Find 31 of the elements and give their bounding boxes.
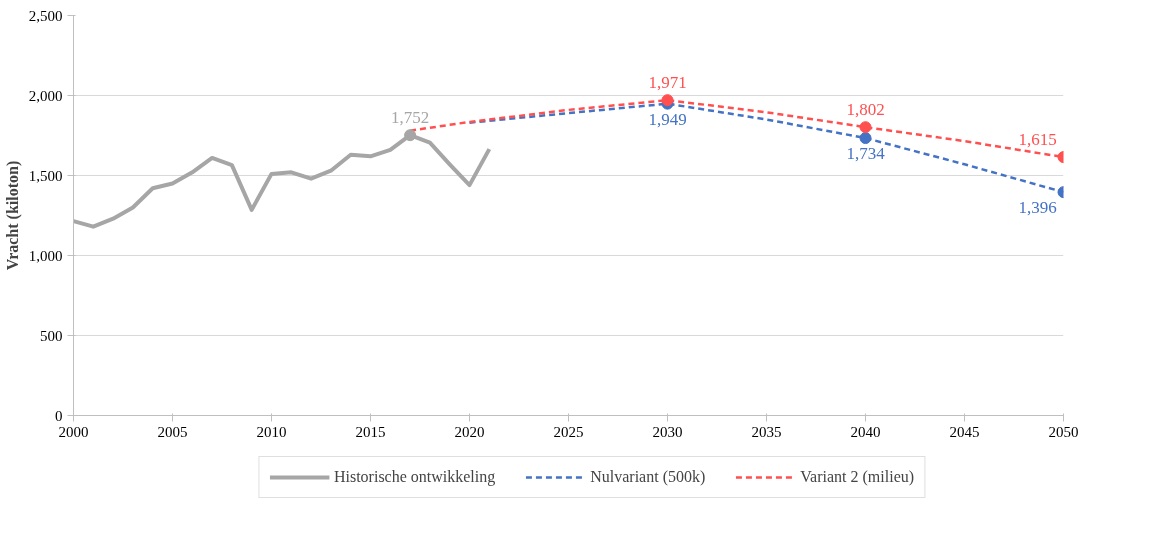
x-tick-label: 2045 <box>949 423 980 440</box>
data-label: 1,734 <box>846 144 886 164</box>
x-tick-label: 2020 <box>454 423 485 440</box>
y-tick-label: 1,000 <box>28 247 63 264</box>
data-label: 1,752 <box>390 108 430 128</box>
legend-label: Nulvariant (500k) <box>590 467 706 486</box>
x-tick-label: 2025 <box>553 423 584 440</box>
y-tick-label: 2,500 <box>28 7 63 24</box>
y-tick-label: 0 <box>55 407 63 424</box>
y-tick-label: 2,000 <box>28 87 63 104</box>
y-tick-label: 500 <box>40 327 63 344</box>
x-tick-label: 2030 <box>652 423 683 440</box>
data-label: 1,802 <box>846 100 885 120</box>
point <box>859 132 872 145</box>
x-tick-label: 2015 <box>355 423 386 440</box>
y-tick-label: 1,500 <box>28 167 63 184</box>
data-label: 1,615 <box>1018 130 1057 150</box>
x-tick-label: 2050 <box>1048 423 1079 440</box>
x-tick-label: 2040 <box>850 423 881 440</box>
data-label: 1,971 <box>648 73 687 93</box>
point <box>404 129 417 142</box>
x-tick-label: 2000 <box>58 423 89 440</box>
x-tick-label: 2035 <box>751 423 782 440</box>
x-tick-label: 2005 <box>157 423 188 440</box>
point <box>859 121 872 134</box>
x-tick-label: 2010 <box>256 423 287 440</box>
legend-label: Variant 2 (milieu) <box>800 467 915 486</box>
y-axis-title: Vracht (kiloton) <box>3 160 22 271</box>
data-label: 1,949 <box>648 109 687 129</box>
data-label: 1,396 <box>1018 198 1057 218</box>
legend-label: Historische ontwikkeling <box>333 467 496 486</box>
